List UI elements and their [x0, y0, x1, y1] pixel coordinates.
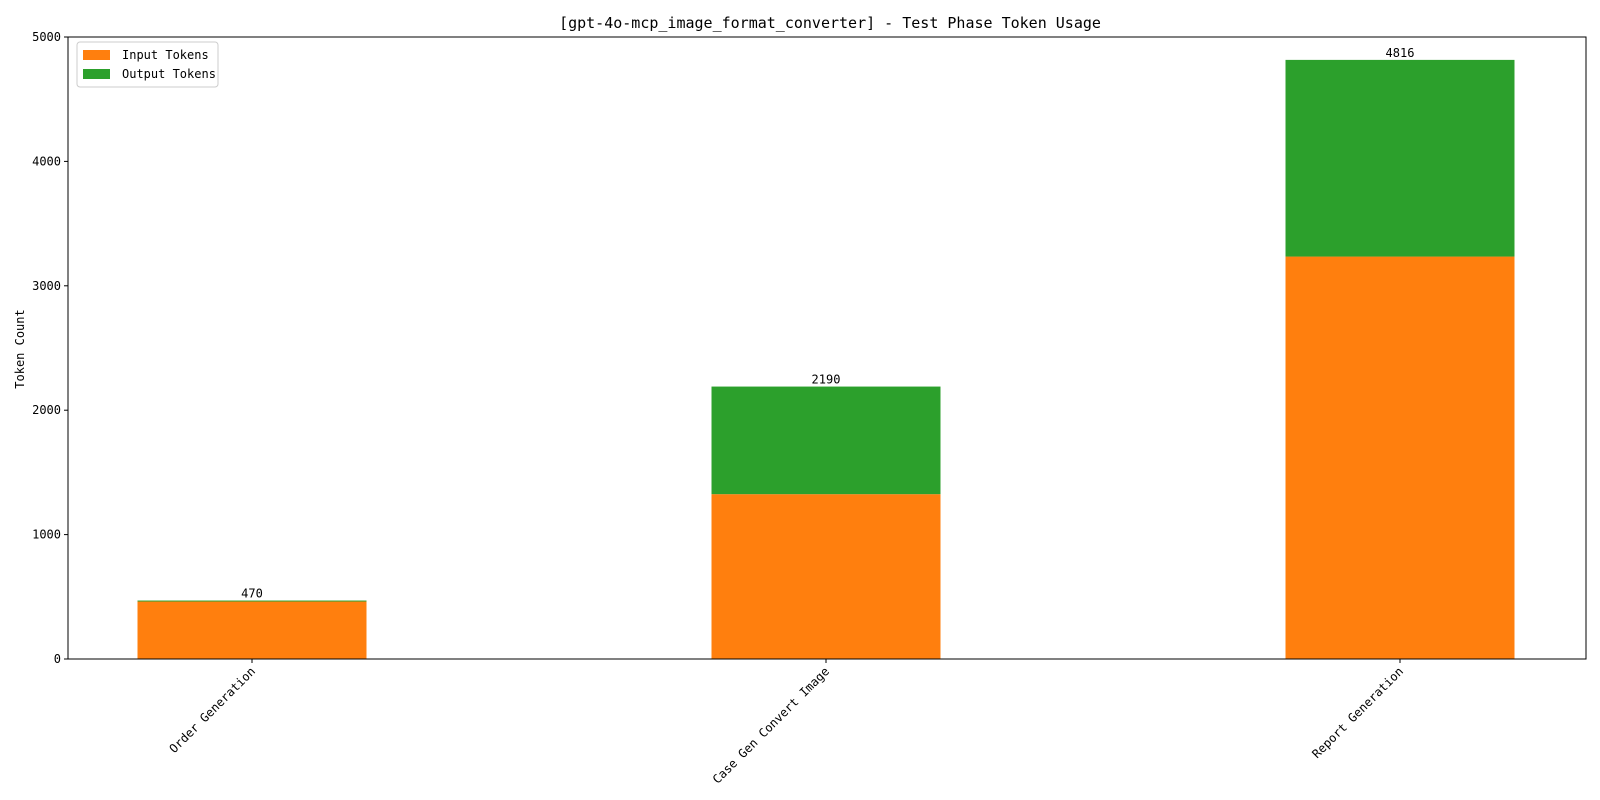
y-tick-label: 3000 — [32, 279, 61, 293]
legend: Input Tokens Output Tokens — [76, 41, 219, 88]
x-tick-label: Report Generation — [1309, 664, 1406, 761]
y-axis-label: Token Count — [13, 309, 27, 388]
legend-swatch-output — [83, 69, 110, 79]
plot-frame — [67, 36, 1587, 660]
bar-total-label: 470 — [241, 587, 263, 601]
bar-input-2 — [1285, 256, 1515, 659]
y-tick-label: 2000 — [32, 403, 61, 417]
chart-title: [gpt-4o-mcp_image_format_converter] - Te… — [559, 14, 1101, 32]
legend-swatch-input — [83, 50, 110, 60]
bar-output-2 — [1285, 59, 1515, 257]
legend-label-input: Input Tokens — [122, 48, 209, 62]
legend-label-output: Output Tokens — [122, 67, 216, 81]
plot-area: 470 2190 4816 — [137, 46, 1515, 659]
bar-input-0 — [137, 601, 367, 659]
x-tick-label: Case Gen Convert Image — [710, 664, 832, 786]
legend-box — [76, 41, 219, 88]
bar-total-label: 2190 — [812, 373, 841, 387]
bar-total-label: 4816 — [1386, 46, 1415, 60]
bar-output-0 — [137, 600, 367, 602]
bar-input-1 — [711, 494, 941, 659]
x-tick-label: Order Generation — [166, 664, 258, 756]
y-tick-label: 5000 — [32, 30, 61, 44]
y-tick-label: 4000 — [32, 154, 61, 168]
bar-output-1 — [711, 386, 941, 495]
y-tick-label: 0 — [54, 652, 61, 666]
y-tick-label: 1000 — [32, 528, 61, 542]
